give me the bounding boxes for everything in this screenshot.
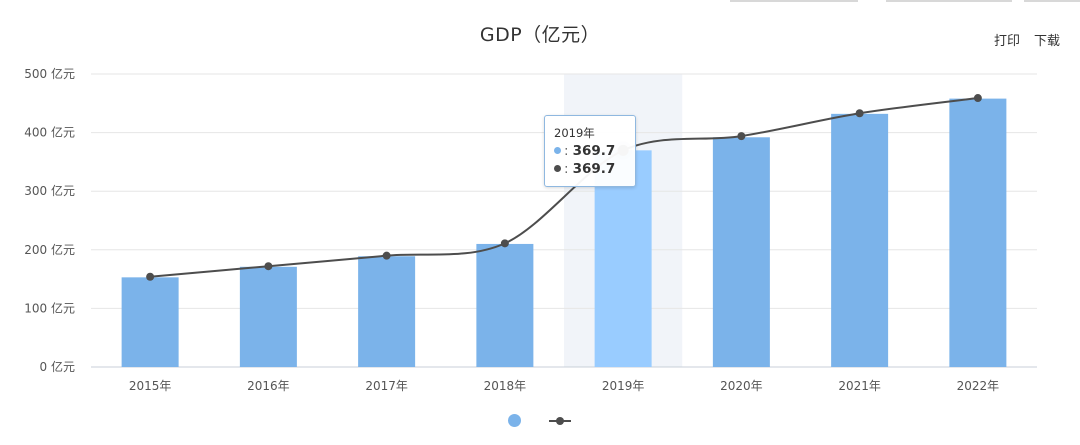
line-point: [382, 251, 391, 260]
tooltip-title: 2019年: [554, 126, 595, 140]
legend: [508, 414, 571, 427]
x-tick-label: 2016年: [247, 379, 290, 393]
print-button[interactable]: 打印: [993, 34, 1020, 49]
line-point: [264, 262, 273, 271]
line-point: [973, 94, 982, 103]
line-point: [737, 132, 746, 141]
y-tick-label: 100 亿元: [24, 300, 75, 315]
top-tab-edge: [730, 0, 858, 2]
chart-title: GDP（亿元）: [479, 24, 601, 46]
chart-toolbar: 打印 下载: [994, 30, 1060, 49]
line-series-dot-icon: [554, 164, 561, 172]
x-tick-label: 2020年: [720, 379, 763, 393]
bar: [358, 256, 416, 367]
y-tick-label: 500 亿元: [24, 66, 75, 81]
x-tick-label: 2018年: [484, 379, 527, 393]
legend-bar-series-icon[interactable]: [508, 414, 521, 427]
y-tick-label: 200 亿元: [24, 242, 75, 257]
top-tab-edge: [1024, 0, 1080, 2]
x-tick-label: 2017年: [365, 379, 408, 393]
line-series-path: [150, 97, 979, 278]
x-tick-label: 2021年: [838, 379, 881, 393]
bar: [712, 137, 770, 367]
line-point: [855, 109, 864, 118]
tooltip: 2019年 :369.7 :369.7: [544, 115, 636, 187]
tooltip-line-value: 369.7: [572, 161, 616, 177]
x-tick-label: 2022年: [957, 379, 1000, 393]
bar: [949, 98, 1007, 367]
line-point: [500, 239, 509, 248]
tooltip-row-line: :369.7: [554, 161, 615, 177]
y-tick-label: 0 亿元: [40, 359, 75, 374]
legend-line-series-icon[interactable]: [549, 414, 571, 427]
line-point: [146, 272, 155, 281]
tooltip-bar-value: 369.7: [572, 143, 616, 159]
y-tick-label: 300 亿元: [24, 183, 75, 198]
bar: [831, 113, 889, 368]
bar: [476, 243, 534, 367]
bar: [239, 266, 297, 367]
x-tick-label: 2019年: [602, 379, 645, 393]
top-tab-edge: [886, 0, 1012, 2]
bar-series-dot-icon: [554, 146, 561, 154]
bar: [121, 277, 179, 367]
x-tick-label: 2015年: [129, 379, 172, 393]
tooltip-row-bar: :369.7: [554, 143, 615, 159]
y-tick-label: 400 亿元: [24, 125, 75, 140]
download-button[interactable]: 下载: [1033, 34, 1060, 49]
